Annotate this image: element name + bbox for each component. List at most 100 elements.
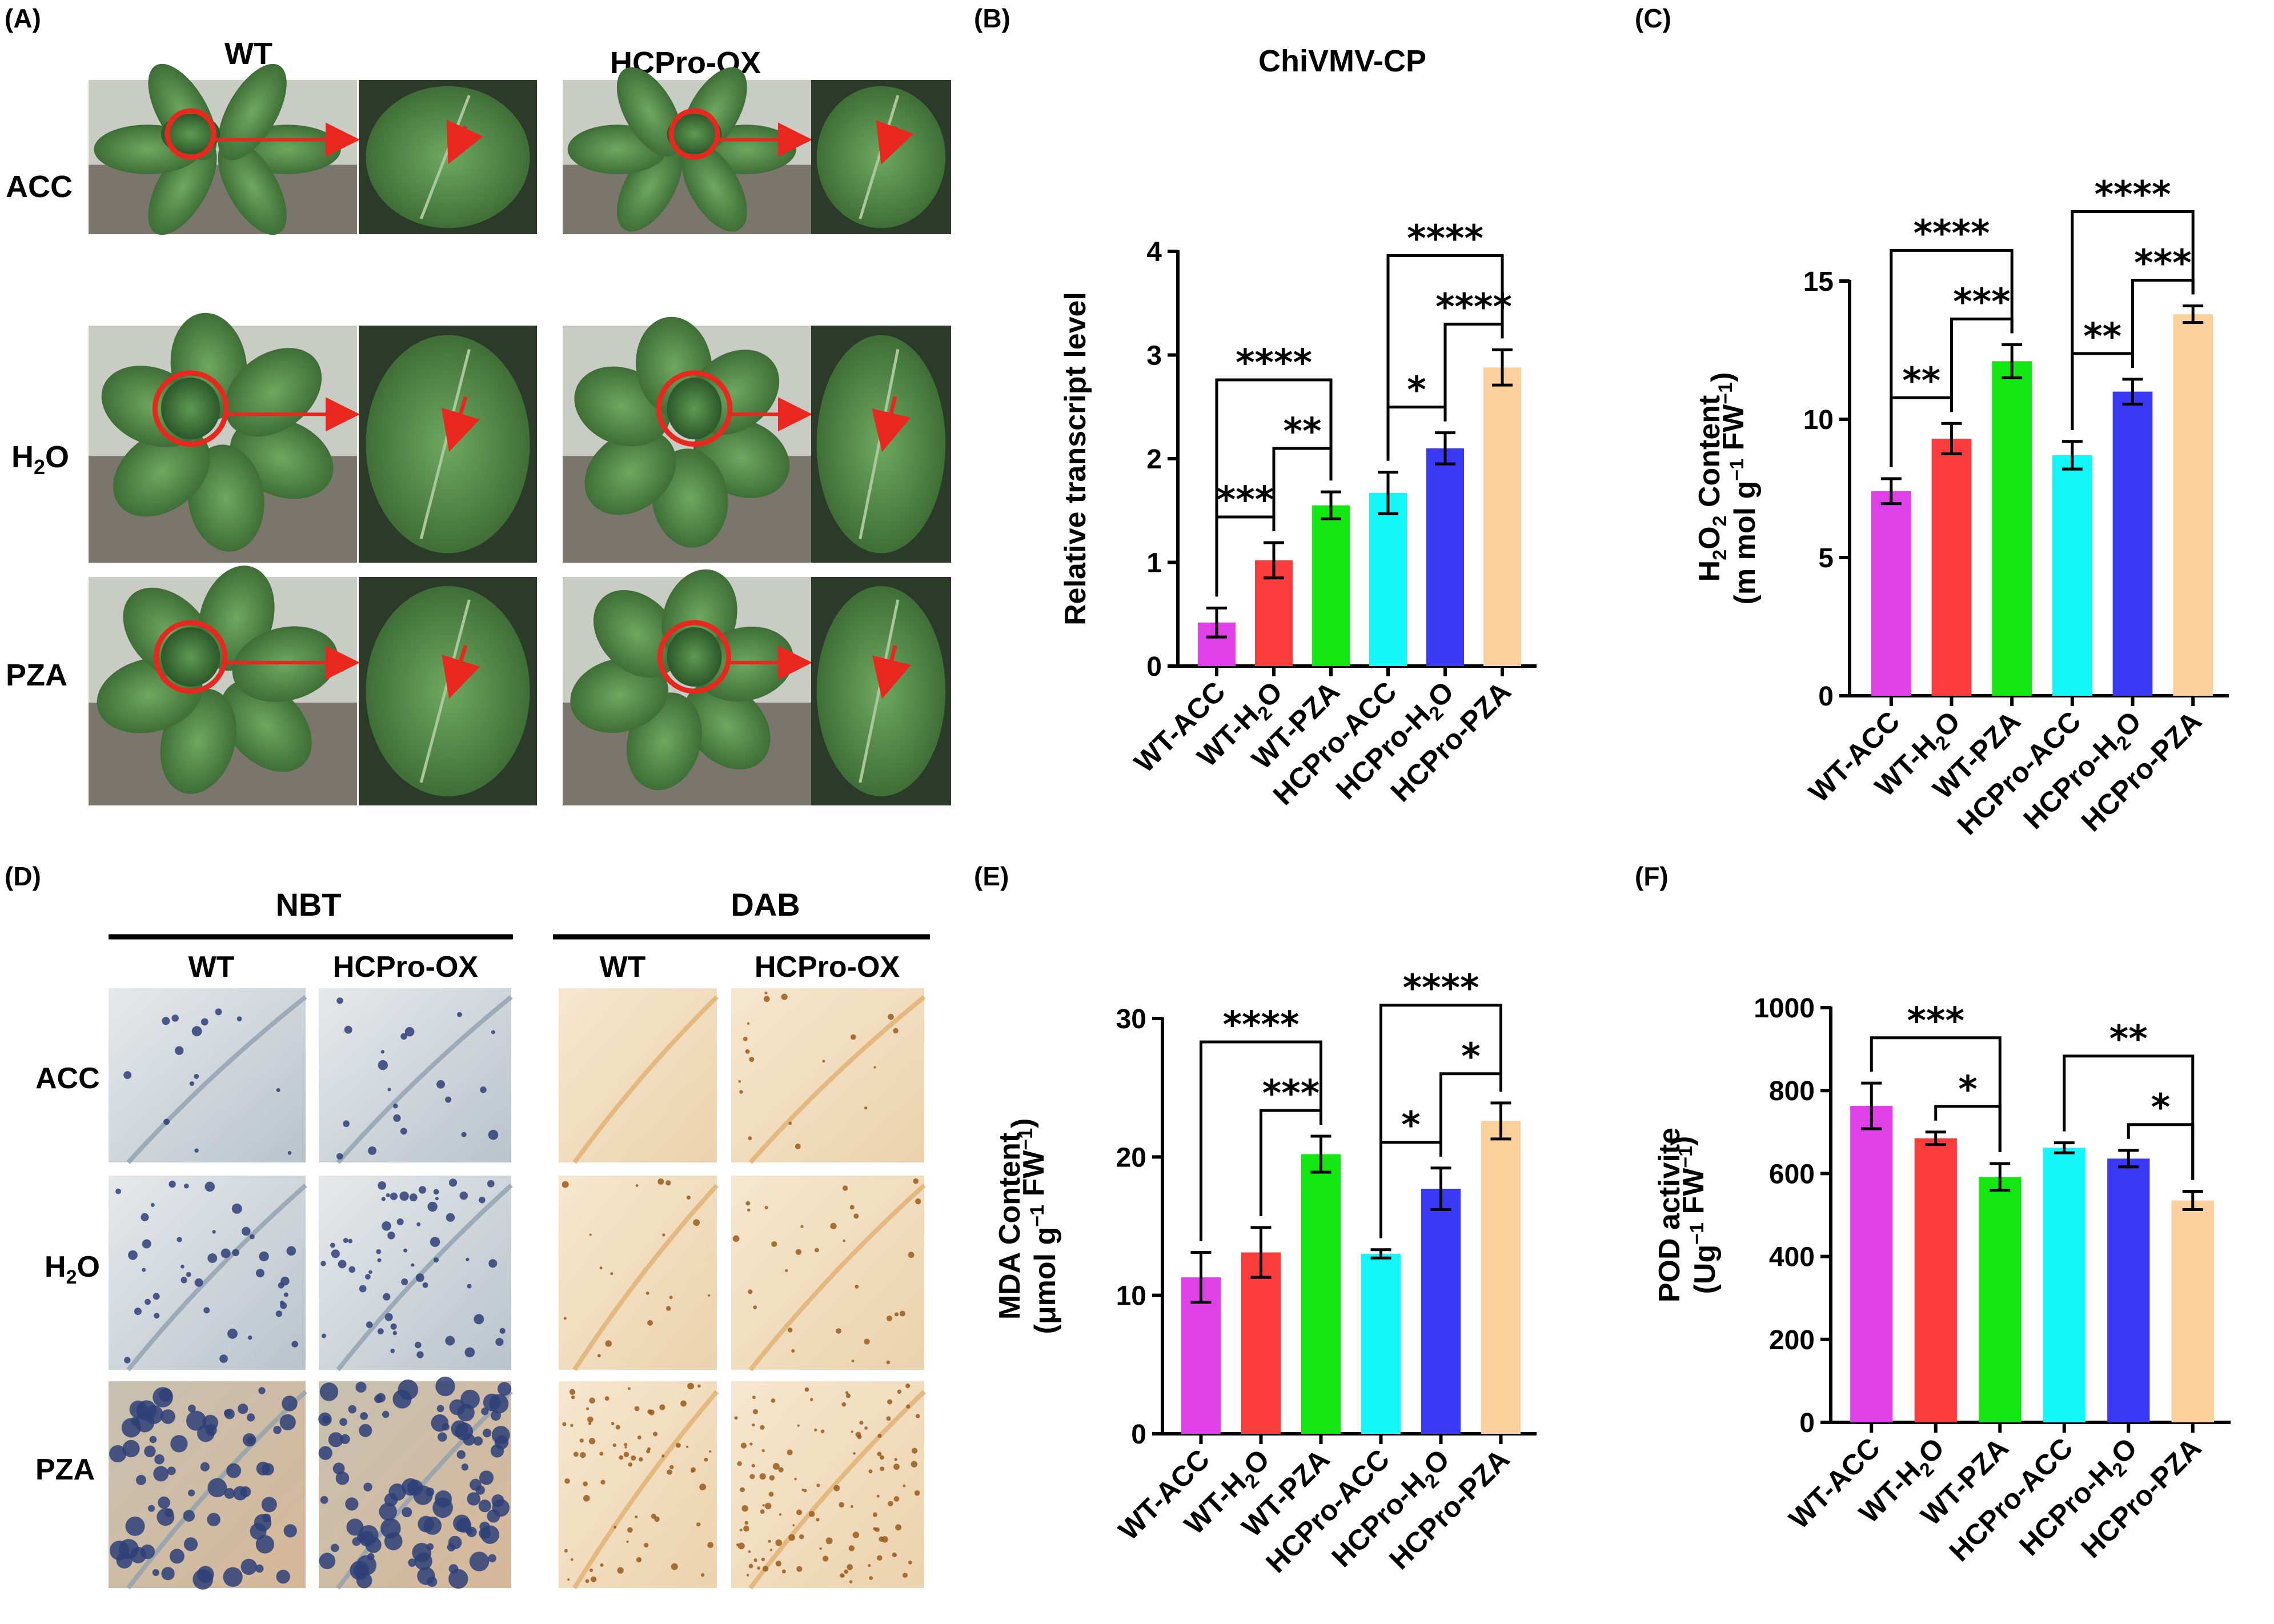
stain-spot (183, 1510, 195, 1522)
stain-spot (380, 1050, 385, 1054)
stain-spot (647, 1320, 653, 1326)
stain-spot (318, 1412, 332, 1426)
stain-spot (626, 1540, 629, 1543)
stain-spot (343, 1120, 350, 1128)
stain-spot (808, 1511, 815, 1517)
panel-label-a: (A) (5, 3, 41, 33)
stain-spot (893, 1028, 899, 1034)
stain-spot (736, 1543, 739, 1546)
y-axis-label: MDA Content (993, 1133, 1026, 1320)
zoom-leaf (366, 86, 530, 228)
nbt-stain-photo (319, 988, 511, 1162)
stain-spot (153, 1293, 160, 1300)
stain-spot (491, 1030, 495, 1034)
bar-wt-pza (1979, 1177, 2022, 1422)
stain-spot (761, 1449, 765, 1453)
stain-spot (276, 1088, 280, 1092)
stain-spot (848, 1545, 855, 1551)
stain-spot (562, 1422, 567, 1426)
stain-spot (175, 1046, 184, 1055)
stain-spot (819, 1547, 822, 1550)
stain-spot (745, 1201, 751, 1206)
stain-spot (701, 1573, 705, 1577)
stain-spot (623, 1451, 629, 1458)
significance-bracket (2071, 210, 2195, 430)
y-tick-label: 1000 (1754, 993, 1815, 1024)
stain-spot (169, 1180, 176, 1188)
stain-spot (752, 1409, 759, 1414)
stain-spot (495, 1338, 504, 1346)
leaf-vein (748, 1390, 926, 1590)
stain-spot (363, 1482, 372, 1491)
stain-spot (487, 1180, 495, 1188)
significance-label: * (1461, 1036, 1480, 1078)
stain-spot (816, 1483, 820, 1487)
stain-spot (662, 1233, 665, 1237)
y-tick-label: 0 (1131, 1420, 1146, 1450)
y-tick-label: 0 (1799, 1408, 1815, 1438)
stain-spot (331, 1543, 339, 1553)
stain-spot (490, 1444, 504, 1458)
stain-spot (740, 1529, 743, 1531)
stain-spot (451, 1420, 468, 1438)
stain-spot (778, 1467, 784, 1473)
stain-spot (161, 1567, 175, 1581)
stain-spot (149, 1435, 157, 1443)
stain-spot (788, 1121, 792, 1125)
stain-spot (869, 1576, 873, 1580)
stain-spot (915, 1198, 921, 1205)
y-tick-label: 800 (1769, 1076, 1815, 1106)
stain-spot (491, 1410, 502, 1421)
stain-spot (897, 1389, 902, 1394)
stain-spot (396, 1218, 404, 1225)
stain-spot (478, 1499, 491, 1513)
significance-label: **** (1914, 212, 1990, 255)
stain-spot (418, 1515, 435, 1533)
stain-spot (154, 1313, 160, 1319)
young-leaf (667, 378, 722, 440)
stain-spot (816, 1518, 820, 1522)
stain-spot (749, 1057, 755, 1062)
stain-spot (707, 1542, 713, 1548)
arrow-pointer-icon (872, 645, 911, 699)
stain-spot (427, 1201, 438, 1212)
stain-spot (459, 1191, 468, 1200)
y-tick-label: 15 (1803, 267, 1834, 297)
y-tick-label: 0 (1818, 681, 1834, 712)
stain-spot (240, 1558, 257, 1575)
zoom-leaf (366, 586, 530, 796)
circle-marker-icon (657, 620, 732, 694)
stain-spot (246, 1413, 255, 1422)
stain-spot (291, 1341, 298, 1348)
stain-spot (207, 1513, 220, 1526)
stain-spot (624, 1446, 627, 1449)
stain-spot (163, 1118, 170, 1125)
stain-spot (913, 1178, 919, 1184)
stain-spot (855, 1431, 861, 1438)
stain-spot (610, 1272, 613, 1276)
stain-spot (822, 1555, 829, 1562)
stain-spot (905, 1383, 911, 1389)
stain-spot (764, 1206, 768, 1210)
significance-bracket (1870, 1036, 2002, 1152)
stain-spot (473, 1436, 483, 1446)
stain-spot (801, 1488, 804, 1491)
stain-spot (411, 1263, 415, 1267)
young-leaf (161, 114, 220, 154)
stain-spot (200, 1462, 210, 1471)
stain-spot (772, 1462, 780, 1470)
stain-spot (687, 1382, 694, 1390)
stain-spot (745, 1049, 750, 1054)
stain-spot (116, 1552, 133, 1569)
stain-spot (611, 1422, 615, 1426)
stain-spot (849, 1205, 855, 1210)
stain-spot (200, 1018, 208, 1026)
stain-spot (744, 1521, 749, 1525)
stain-spot (741, 1505, 748, 1512)
stain-spot (895, 1524, 902, 1531)
stain-spot (390, 1192, 398, 1200)
stain-spot (158, 1496, 170, 1509)
stain-spot (888, 1013, 894, 1020)
young-leaf (667, 114, 722, 154)
stain-spot (637, 1435, 641, 1440)
